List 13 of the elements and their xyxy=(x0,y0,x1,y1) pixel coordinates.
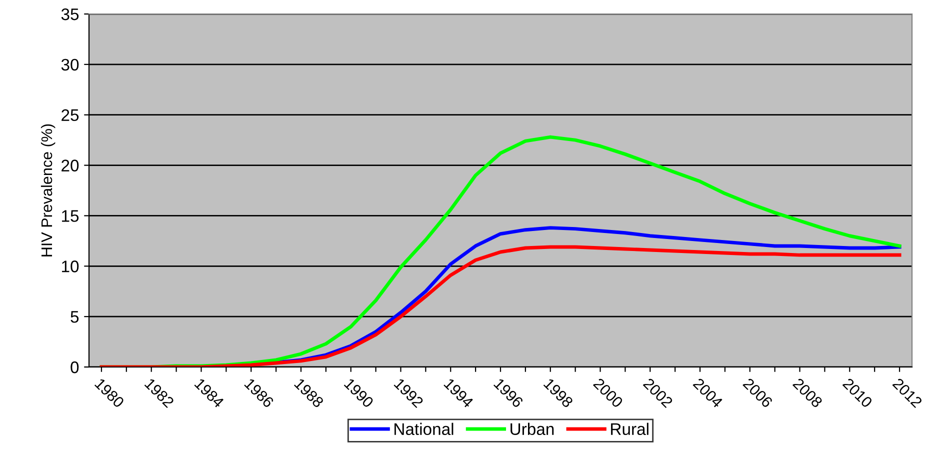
y-tick-label: 15 xyxy=(62,210,79,222)
y-tick-label: 0 xyxy=(70,361,79,374)
y-tick-label: 30 xyxy=(61,58,79,71)
y-axis-title: HIV Prevalence (%) xyxy=(40,124,56,256)
y-tick-label: 10 xyxy=(62,260,79,272)
y-tick-label: 20 xyxy=(62,160,79,172)
legend-label: Rural xyxy=(611,422,648,436)
legend-label: National xyxy=(394,422,454,436)
y-tick-label: 5 xyxy=(70,311,79,323)
line-series xyxy=(100,245,902,367)
legend-label: Urban xyxy=(510,422,554,436)
y-tick-label: 25 xyxy=(62,109,79,122)
y-tick-label: 35 xyxy=(61,8,79,20)
